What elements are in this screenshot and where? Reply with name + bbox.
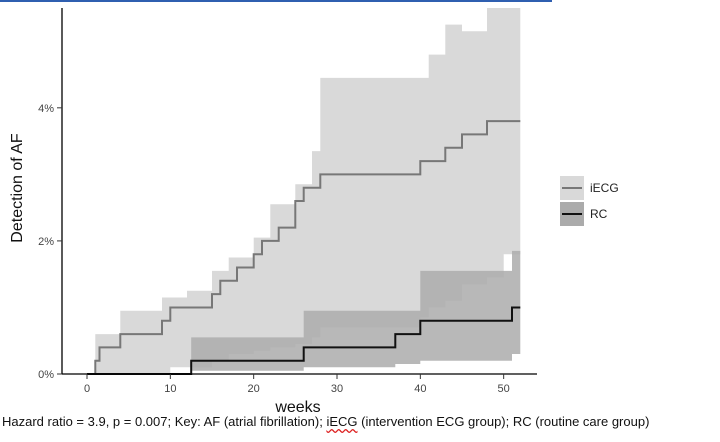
legend: iECG RC (560, 176, 619, 226)
legend-label-iecg: iECG (590, 181, 619, 195)
y-tick-label: 0% (38, 369, 54, 381)
band-iecg (95, 8, 521, 374)
chart-caption: Hazard ratio = 3.9, p = 0.007; Key: AF (… (2, 414, 718, 429)
legend-label-rc: RC (590, 207, 608, 221)
top-header-strip (0, 0, 552, 2)
x-tick-label: 10 (164, 383, 176, 395)
y-axis-label: Detection of AF (9, 133, 26, 243)
caption-part-3: (intervention ECG group); RC (routine ca… (357, 414, 650, 429)
x-tick-label: 30 (331, 383, 343, 395)
x-tick-label: 50 (498, 383, 510, 395)
series-lines (87, 120, 521, 375)
line-iecg (87, 120, 521, 375)
y-tick-label: 2% (38, 236, 54, 248)
x-tick-label: 40 (414, 383, 426, 395)
caption-part-1: Hazard ratio = 3.9, p = 0.007; Key: AF (… (2, 414, 327, 429)
x-tick-label: 0 (84, 383, 90, 395)
y-tick-label: 4% (38, 103, 54, 115)
line-rc (87, 306, 521, 375)
x-tick-label: 20 (248, 383, 260, 395)
caption-part-2: iECG (326, 414, 358, 429)
axes: 0 10 20 30 40 50 0% 2% 4% (38, 8, 537, 395)
confidence-bands (95, 8, 521, 374)
band-rc (191, 250, 521, 371)
x-axis-label: weeks (274, 399, 320, 416)
